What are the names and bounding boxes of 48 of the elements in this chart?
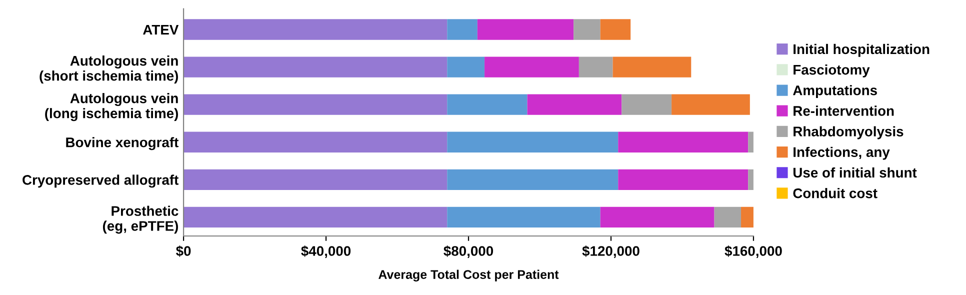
legend-label: Conduit cost: [793, 188, 878, 198]
bar: [600, 19, 631, 40]
bar: [578, 56, 613, 78]
bar: [184, 19, 448, 40]
x-tick-label: $160,000: [724, 245, 782, 258]
legend-label: Amputations: [793, 85, 877, 98]
x-tick-label: $0: [176, 245, 191, 257]
x-tick-label: $40,000: [301, 245, 351, 258]
x-axis-title: Average Total Cost per Patient: [378, 270, 559, 282]
bar: [484, 56, 579, 78]
bar: [447, 169, 618, 190]
bar: [612, 56, 692, 78]
bar: [748, 169, 754, 190]
bar: [714, 206, 742, 228]
legend-label: Re-intervention: [794, 106, 894, 116]
y-tick-label: ATEV: [143, 24, 179, 35]
bar: [574, 19, 600, 40]
bar: [600, 206, 714, 228]
bar: [184, 169, 448, 190]
bar: [447, 56, 485, 78]
bar: [184, 206, 448, 228]
bar: [447, 206, 600, 228]
bar: [622, 94, 672, 115]
x-tick-label: $120,000: [582, 245, 640, 258]
legend-label: Rhabdomyolysis: [794, 126, 904, 140]
bar: [447, 19, 478, 40]
bar: [748, 132, 754, 152]
legend-label: Initial hospitalization: [794, 44, 930, 57]
legend-label: Fasciotomy: [794, 64, 870, 78]
bar: [184, 94, 448, 115]
bar: [477, 19, 574, 40]
bar: [527, 94, 622, 115]
y-tick-label: Bovine xenograft: [66, 137, 179, 150]
y-tick-label: Autologous vein (short ischemia time): [40, 56, 178, 84]
bar: [618, 132, 748, 152]
bar: [184, 132, 448, 152]
bar: [447, 132, 618, 152]
y-tick-label: Cryopreserved allograft: [22, 174, 179, 188]
bar: [184, 56, 448, 78]
bar: [741, 206, 754, 228]
legend-label: Infections, any: [794, 146, 890, 160]
legend-label: Use of initial shunt: [793, 167, 917, 178]
y-tick-label: Prosthetic (eg, ePTFE): [102, 206, 178, 234]
y-tick-label: Autologous vein (long ischemia time): [45, 93, 178, 122]
x-tick-label: $80,000: [444, 245, 494, 258]
bar: [618, 169, 748, 190]
bar: [447, 94, 528, 115]
bar: [672, 94, 750, 115]
